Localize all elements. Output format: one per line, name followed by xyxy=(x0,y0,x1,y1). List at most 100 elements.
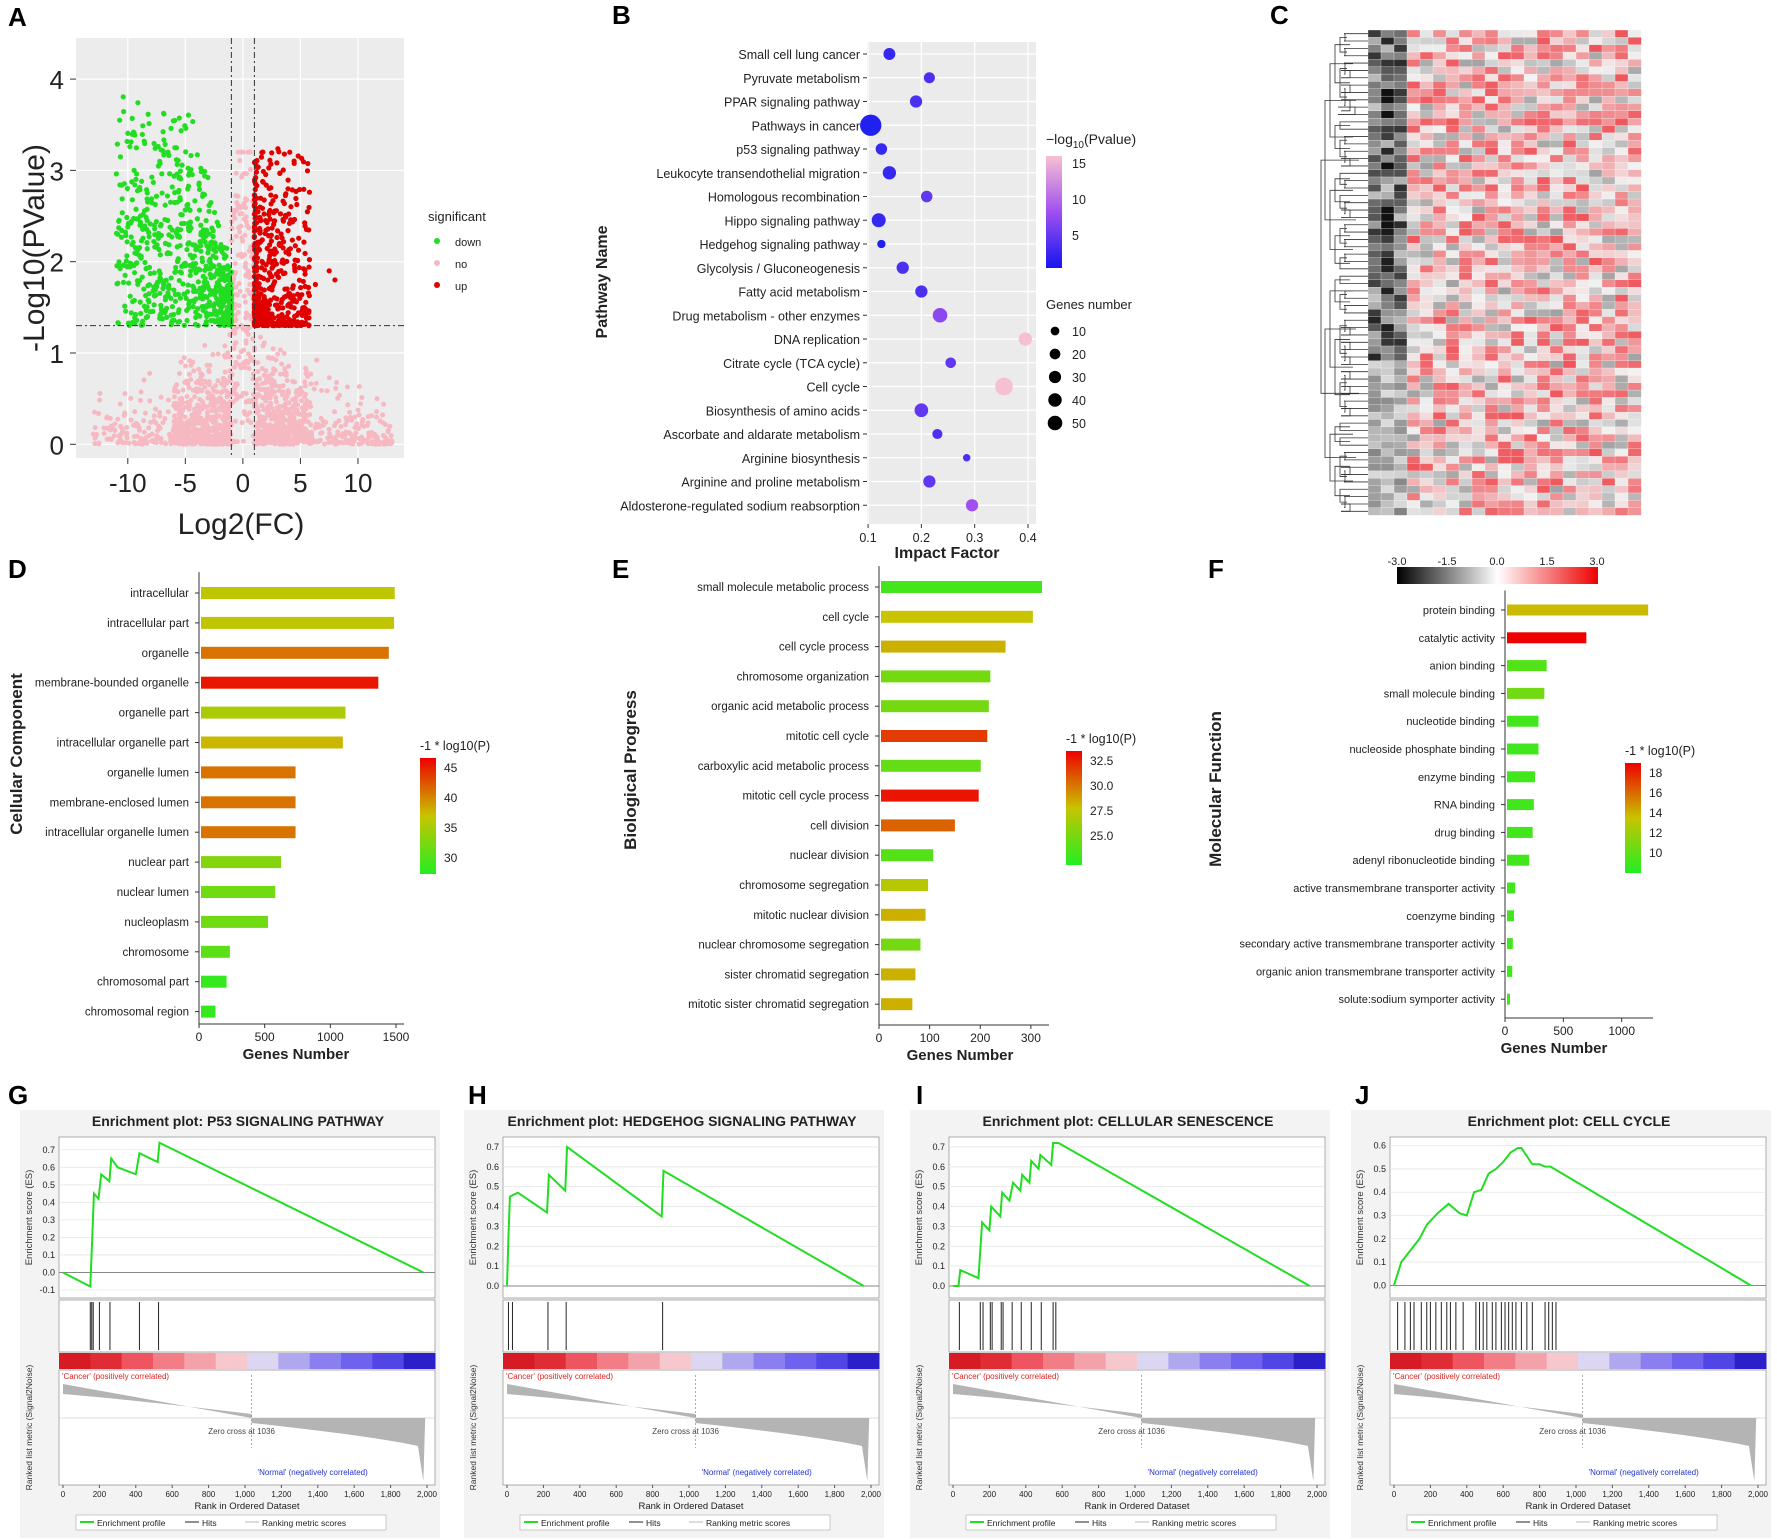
heatmap-cell xyxy=(1536,448,1551,457)
size-legend-dot xyxy=(1049,348,1061,360)
point-down xyxy=(139,274,145,280)
heatmap-cell xyxy=(1458,500,1473,509)
point-up xyxy=(260,149,266,155)
point-no xyxy=(288,440,294,446)
legend-marker xyxy=(434,238,440,244)
point-no xyxy=(153,420,159,426)
heatmap-cell xyxy=(1575,287,1590,296)
heatmap-cell xyxy=(1497,323,1512,332)
heatmap-cell xyxy=(1419,507,1434,516)
point-no xyxy=(241,200,247,206)
point-no xyxy=(262,421,268,427)
heatmap-cell xyxy=(1497,184,1512,193)
heatmap-cell xyxy=(1601,397,1616,406)
heatmap-cell xyxy=(1445,360,1460,369)
point-up xyxy=(278,268,284,274)
heatmap-cell xyxy=(1419,456,1434,465)
heatmap-cell xyxy=(1627,88,1642,97)
heatmap-cell xyxy=(1497,88,1512,97)
heatmap-cell xyxy=(1588,44,1603,53)
point-down xyxy=(213,308,220,315)
rank-color-segment xyxy=(847,1353,880,1369)
point-no xyxy=(269,371,275,377)
heatmap-cell xyxy=(1614,507,1629,516)
point-no xyxy=(160,420,166,426)
point-down xyxy=(176,115,182,121)
heatmap-cell xyxy=(1445,279,1460,288)
point-down xyxy=(188,268,194,274)
y-axis-label: Pathway Name xyxy=(594,225,611,338)
point-no xyxy=(225,439,231,445)
point-no xyxy=(237,229,243,235)
point-no xyxy=(199,388,205,394)
heatmap-cell xyxy=(1510,184,1525,193)
bar xyxy=(1507,910,1514,922)
point-down xyxy=(145,111,151,117)
heatmap-cell xyxy=(1367,338,1382,347)
heatmap-cell xyxy=(1497,118,1512,127)
point-down xyxy=(143,314,149,321)
heatmap-cell xyxy=(1510,448,1525,457)
legend-label: up xyxy=(455,281,467,293)
heatmap-cell xyxy=(1549,309,1564,318)
point-down xyxy=(206,208,212,214)
point-up xyxy=(260,178,266,185)
heatmap-cell xyxy=(1627,411,1642,421)
point-no xyxy=(236,354,242,360)
heatmap-cell xyxy=(1484,265,1499,274)
heatmap-cell xyxy=(1510,316,1525,325)
heatmap-cell xyxy=(1471,345,1486,354)
point-no xyxy=(179,396,185,402)
x-tick-label: 600 xyxy=(1056,1490,1070,1499)
heatmap-cell xyxy=(1510,242,1525,252)
heatmap-cell xyxy=(1497,147,1512,156)
size-legend-dot xyxy=(1048,370,1062,384)
heatmap-cell xyxy=(1523,250,1538,259)
point-no xyxy=(230,330,236,336)
heatmap-cell xyxy=(1510,235,1525,244)
heatmap-cell xyxy=(1588,331,1603,340)
point-up xyxy=(266,185,272,192)
heatmap-cell xyxy=(1614,375,1629,384)
heatmap-cell xyxy=(1471,419,1486,428)
heatmap-cell xyxy=(1549,294,1564,303)
heatmap-cell xyxy=(1601,323,1616,332)
heatmap-cell xyxy=(1575,500,1590,509)
point-down xyxy=(198,222,204,228)
heatmap-cell xyxy=(1367,411,1382,421)
category-label: nuclear lumen xyxy=(117,887,189,899)
point-no xyxy=(141,429,147,435)
legend-title: -1 * log10(P) xyxy=(1066,732,1136,746)
point-up xyxy=(312,281,318,288)
heatmap-cell xyxy=(1601,125,1616,134)
point-no xyxy=(207,393,213,399)
x-tick-label: 600 xyxy=(610,1490,624,1499)
heatmap-cell xyxy=(1484,367,1499,376)
heatmap-cell xyxy=(1458,242,1473,252)
heatmap-cell xyxy=(1445,250,1460,259)
heatmap-cell xyxy=(1484,88,1499,97)
heatmap-cell xyxy=(1588,294,1603,303)
heatmap-cell xyxy=(1367,470,1382,479)
heatmap-cell xyxy=(1614,257,1629,266)
heatmap-cell xyxy=(1523,125,1538,134)
heatmap-cell xyxy=(1549,404,1564,413)
heatmap-cell xyxy=(1601,242,1616,252)
heatmap-cell xyxy=(1445,331,1460,340)
heatmap-cell xyxy=(1510,169,1525,178)
heatmap-cell xyxy=(1497,169,1512,178)
heatmap-cell xyxy=(1367,81,1382,90)
y-tick-label: 0 xyxy=(50,430,64,460)
rank-color-segment xyxy=(309,1353,342,1369)
heatmap-cell xyxy=(1562,59,1577,68)
point-down xyxy=(143,266,149,272)
heatmap-cell xyxy=(1445,184,1460,193)
heatmap-cell xyxy=(1614,309,1629,318)
point-no xyxy=(156,423,162,429)
heatmap-cell xyxy=(1458,316,1473,325)
point-down xyxy=(145,199,151,205)
heatmap-cell xyxy=(1601,44,1616,53)
point-down xyxy=(218,264,224,271)
point-no xyxy=(142,410,148,416)
heatmap-cell xyxy=(1575,140,1590,149)
